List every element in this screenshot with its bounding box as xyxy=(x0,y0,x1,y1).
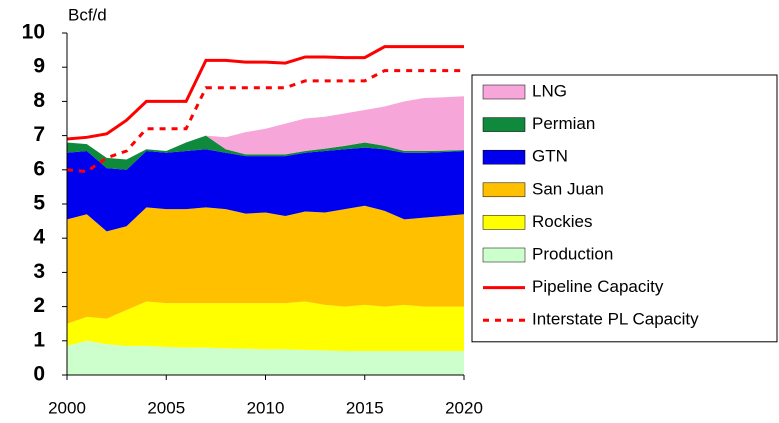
legend-label: San Juan xyxy=(532,179,604,198)
area xyxy=(67,96,464,160)
legend-swatch xyxy=(482,149,526,165)
y-tick-label: 9 xyxy=(33,55,45,78)
y-tick-label: 2 xyxy=(33,294,45,317)
y-tick-label: 5 xyxy=(33,192,45,215)
legend-label: GTN xyxy=(532,147,568,166)
legend-label: Production xyxy=(532,244,613,263)
legend-label: Permian xyxy=(532,114,595,133)
y-tick-label: 8 xyxy=(33,89,45,112)
area xyxy=(67,301,464,352)
y-tick-label: 3 xyxy=(33,260,45,283)
y-axis-unit: Bcf/d xyxy=(68,5,107,24)
y-tick-label: 10 xyxy=(22,21,45,44)
legend-label: Pipeline Capacity xyxy=(532,277,664,296)
x-tick-label: 2015 xyxy=(346,398,384,417)
area xyxy=(67,135,464,170)
area xyxy=(67,147,464,232)
legend-label: LNG xyxy=(532,81,567,100)
legend-swatch xyxy=(482,247,526,263)
legend-swatch xyxy=(482,215,526,230)
area xyxy=(67,205,464,324)
y-tick-label: 0 xyxy=(33,363,45,386)
x-tick-label: 2020 xyxy=(445,398,483,417)
legend-swatch xyxy=(482,117,526,132)
legend-label: Rockies xyxy=(532,212,592,231)
x-tick-label: 2010 xyxy=(247,398,285,417)
legend-swatch xyxy=(482,84,526,100)
y-tick-label: 1 xyxy=(33,328,45,351)
legend-label: Interstate PL Capacity xyxy=(532,310,699,329)
y-tick-label: 4 xyxy=(33,226,45,249)
area xyxy=(67,340,464,375)
x-tick-label: 2005 xyxy=(147,398,185,417)
y-tick-label: 7 xyxy=(33,123,45,146)
x-tick-label: 2000 xyxy=(48,398,86,417)
legend-swatch xyxy=(482,182,526,198)
y-tick-label: 6 xyxy=(33,157,45,180)
line xyxy=(66,45,464,141)
line xyxy=(66,69,464,174)
legend-box xyxy=(471,74,778,343)
